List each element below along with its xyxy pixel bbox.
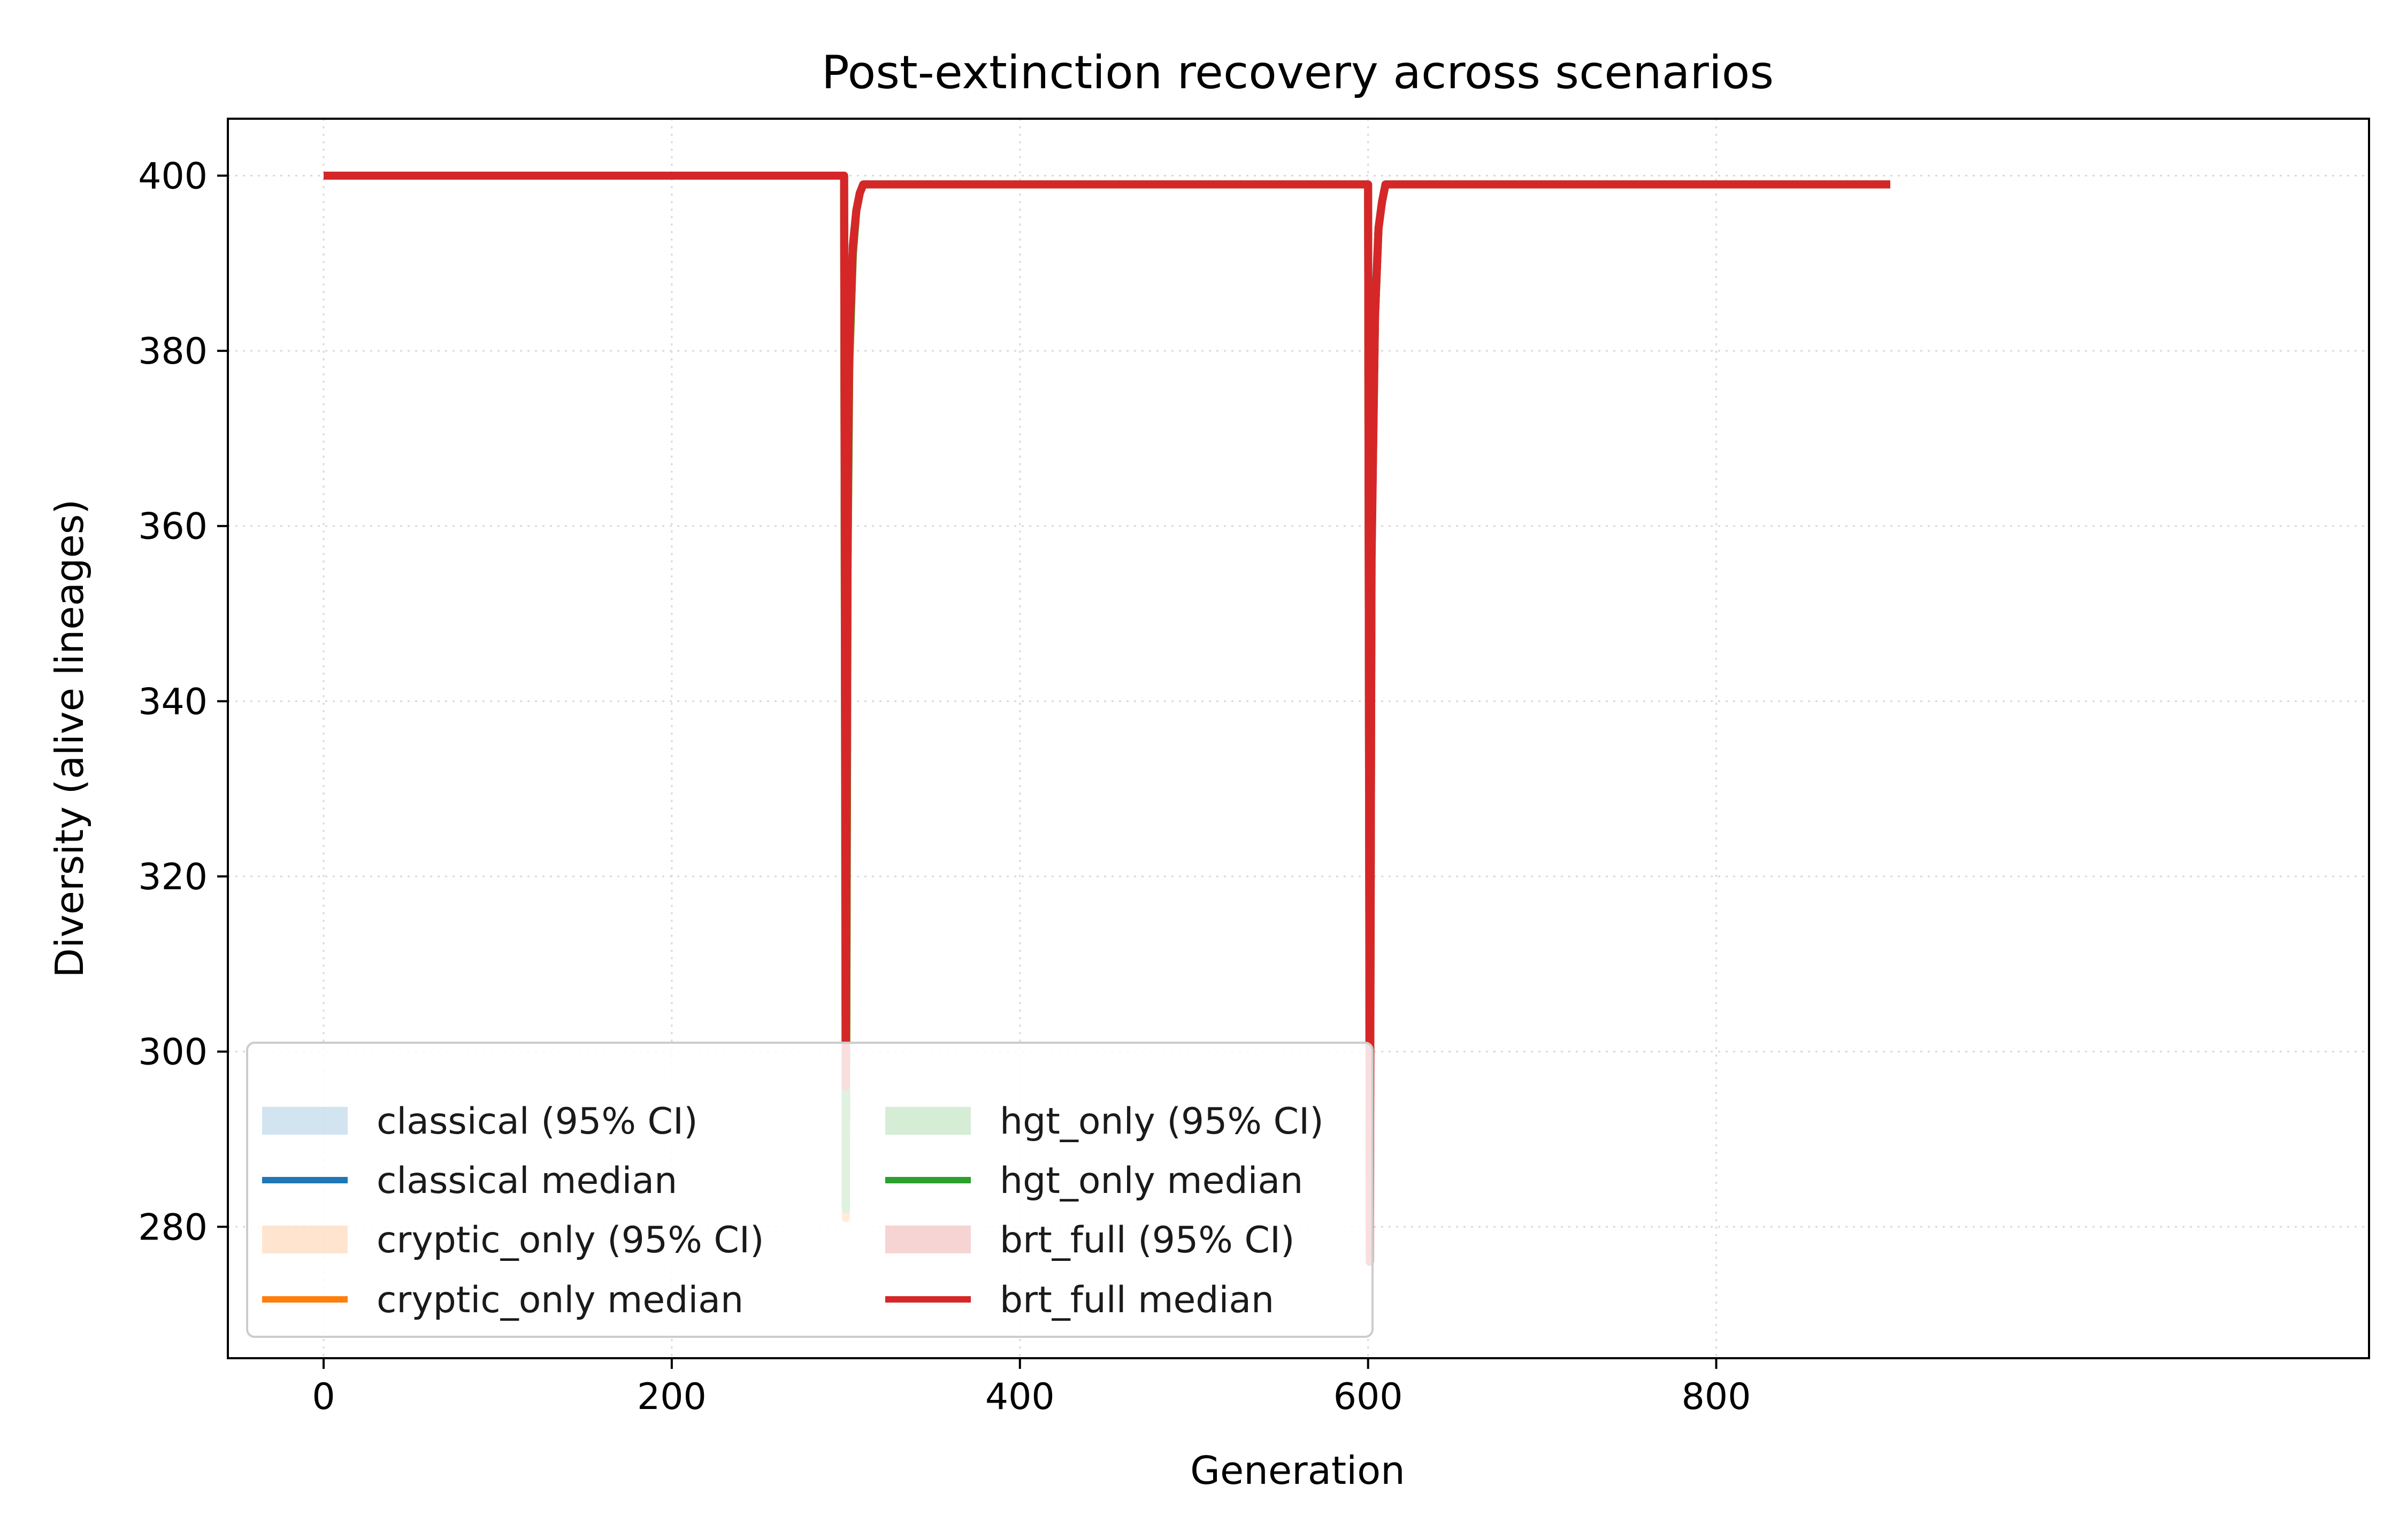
x-tick-label: 400 xyxy=(985,1376,1055,1418)
x-tick-label: 800 xyxy=(1682,1376,1751,1418)
series-line-brt-full-median xyxy=(324,172,1890,1266)
legend-label: classical (95% CI) xyxy=(377,1100,698,1143)
y-axis-label: Diversity (alive lineages) xyxy=(47,499,92,978)
legend-label: cryptic_only (95% CI) xyxy=(377,1219,764,1261)
y-tick-label: 320 xyxy=(138,856,208,898)
legend-entry-cryptic-only-median: cryptic_only median xyxy=(262,1279,743,1321)
legend-label: brt_full (95% CI) xyxy=(1000,1219,1295,1261)
legend-entry-hgt-only-median: hgt_only median xyxy=(885,1160,1303,1202)
legend-entry-classical-median: classical median xyxy=(262,1160,677,1202)
y-tick-label: 300 xyxy=(138,1031,208,1074)
y-tick-label: 400 xyxy=(138,155,208,197)
legend-label: hgt_only median xyxy=(1000,1160,1303,1202)
legend-label: classical median xyxy=(377,1160,677,1202)
legend-swatch-band xyxy=(885,1107,971,1135)
y-tick-label: 380 xyxy=(138,330,208,373)
legend-entry-hgt-only-95-ci: hgt_only (95% CI) xyxy=(885,1100,1324,1143)
y-tick-label: 280 xyxy=(138,1206,208,1249)
legend-frame xyxy=(246,1042,1374,1338)
y-tick-label: 340 xyxy=(138,681,208,723)
x-axis-label: Generation xyxy=(1190,1448,1405,1493)
x-tick-label: 600 xyxy=(1333,1376,1403,1418)
grid xyxy=(228,119,2369,1358)
x-tick-label: 200 xyxy=(637,1376,707,1418)
x-tick-label: 0 xyxy=(312,1376,335,1418)
chart-title: Post-extinction recovery across scenario… xyxy=(822,46,1774,99)
series-layer xyxy=(324,172,1890,1266)
legend: classical (95% CI) classical median crypti… xyxy=(246,1042,1374,1338)
axes-ticks: 0 200 400 600 800 280 300 320 340 360 380 400 xyxy=(138,155,1751,1418)
legend-label: hgt_only (95% CI) xyxy=(1000,1100,1324,1143)
legend-entry-brt-full-95-ci: brt_full (95% CI) xyxy=(885,1219,1295,1261)
y-tick-label: 360 xyxy=(138,506,208,548)
legend-entry-cryptic-only-95-ci: cryptic_only (95% CI) xyxy=(262,1219,764,1261)
legend-swatch-band xyxy=(262,1107,348,1135)
legend-entry-brt-full-median: brt_full median xyxy=(885,1279,1274,1321)
legend-label: cryptic_only median xyxy=(377,1279,743,1321)
plot-frame xyxy=(227,118,2370,1359)
legend-swatch-band xyxy=(885,1226,971,1253)
legend-entry-classical-95-ci: classical (95% CI) xyxy=(262,1100,698,1143)
legend-swatch-band xyxy=(262,1226,348,1253)
legend-label: brt_full median xyxy=(1000,1279,1274,1321)
